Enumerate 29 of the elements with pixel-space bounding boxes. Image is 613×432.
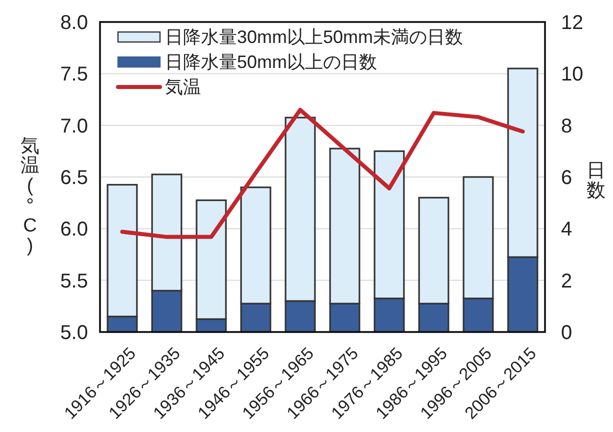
bar [284,116,316,302]
bar [418,196,450,304]
y-tick-label: 5.0 [60,322,88,344]
bar [507,68,538,258]
y-axis-title: 気温(°C) [20,136,40,257]
bar [462,176,494,300]
y-tick-label: 6.5 [60,167,88,189]
legend-label: 日降水量30mm以上50mm未満の日数 [165,27,464,47]
y2-tick-label: 2 [561,270,572,292]
y-tick-label: 7.0 [60,115,88,138]
bar [240,186,272,304]
y2-axis-title: 日数 [586,160,606,202]
bar [374,150,405,300]
y2-tick-label: 8 [561,115,572,138]
bar [329,148,360,304]
y-tick-label: 5.5 [60,270,88,292]
bar [151,174,182,292]
y2-tick-label: 10 [561,64,584,86]
y-tick-label: 8.0 [60,12,88,34]
y2-tick-label: 4 [561,218,572,241]
y2-tick-label: 0 [561,322,572,344]
y-tick-label: 7.5 [60,64,88,86]
legend-label: 気温 [165,77,201,97]
y-tick-label: 6.0 [60,218,88,241]
y2-tick-label: 12 [561,12,584,34]
bar [196,199,227,320]
bar [106,184,138,318]
legend-label: 日降水量50mm以上の日数 [165,52,378,72]
y2-tick-label: 6 [561,167,572,189]
